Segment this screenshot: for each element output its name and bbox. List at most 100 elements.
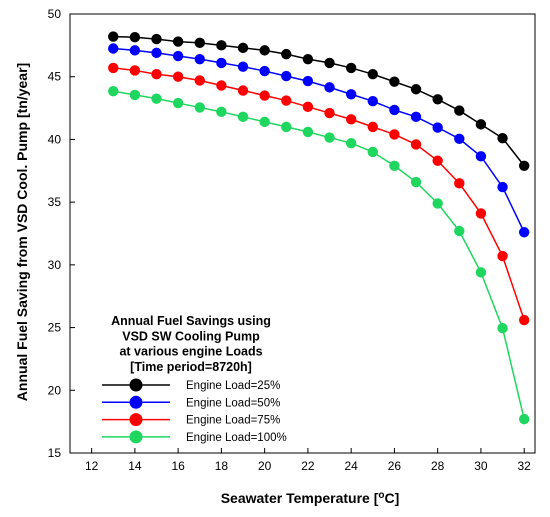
- data-point: [129, 32, 141, 43]
- data-point: [259, 45, 270, 56]
- data-point: [302, 53, 314, 65]
- data-point: [259, 65, 270, 77]
- data-point: [194, 53, 205, 65]
- y-tick-label: 20: [48, 383, 62, 397]
- data-point: [194, 102, 205, 113]
- data-point: [518, 160, 530, 171]
- data-point: [216, 106, 227, 118]
- data-point: [410, 139, 422, 150]
- data-point: [454, 133, 465, 145]
- data-point: [518, 314, 530, 326]
- legend-entry: Engine Load=75%: [102, 413, 280, 427]
- x-tick-label: 24: [344, 459, 358, 473]
- data-point: [454, 225, 465, 237]
- data-point: [367, 69, 378, 80]
- x-tick-label: 16: [171, 459, 185, 473]
- data-point: [345, 89, 357, 100]
- legend-label: Engine Load=75%: [186, 415, 280, 427]
- series-1: [108, 31, 530, 171]
- data-point: [108, 43, 119, 54]
- data-point: [410, 111, 422, 123]
- data-point: [454, 105, 465, 116]
- data-point: [129, 65, 141, 76]
- data-point: [367, 95, 378, 107]
- x-tick-label: 20: [258, 459, 272, 473]
- data-point: [237, 111, 249, 123]
- y-tick-label: 30: [48, 258, 62, 272]
- x-tick-label: 18: [215, 459, 229, 473]
- x-tick-label: 22: [301, 459, 315, 473]
- y-tick-label: 40: [48, 132, 62, 146]
- data-point: [345, 137, 357, 149]
- data-point: [497, 181, 508, 193]
- data-point: [281, 95, 292, 106]
- data-point: [172, 97, 184, 109]
- data-point: [108, 62, 119, 74]
- data-point: [281, 121, 292, 133]
- data-point: [389, 104, 400, 116]
- data-point: [518, 413, 530, 425]
- data-point: [194, 75, 205, 86]
- x-tick-label: 30: [474, 459, 488, 473]
- y-tick-label: 50: [48, 7, 62, 21]
- data-point: [432, 198, 443, 209]
- data-point: [475, 267, 487, 278]
- data-point: [389, 76, 400, 87]
- data-point: [410, 176, 422, 188]
- legend-label: Engine Load=50%: [186, 397, 280, 409]
- data-point: [281, 48, 292, 60]
- y-tick-label: 25: [48, 321, 62, 335]
- data-point: [497, 132, 508, 144]
- data-point: [151, 33, 162, 45]
- data-point: [237, 61, 249, 72]
- data-point: [172, 71, 184, 82]
- x-tick-label: 26: [388, 459, 402, 473]
- x-tick-label: 12: [85, 459, 99, 473]
- legend-label: Engine Load=100%: [186, 432, 287, 444]
- data-point: [324, 57, 335, 69]
- x-tick-label: 28: [431, 459, 445, 473]
- legend-marker: [129, 395, 143, 409]
- data-point: [324, 82, 335, 93]
- legend-marker: [129, 378, 143, 392]
- x-tick-label: 32: [518, 459, 532, 473]
- data-point: [324, 107, 335, 119]
- axes: 12 14 16 18 20 22 24 26 28 30 32 15 20 25 30 35 40 45 50: [48, 7, 536, 473]
- data-point: [475, 208, 487, 219]
- x-axis-title: Seawater Temperature [oC]: [221, 490, 400, 506]
- data-point: [345, 114, 357, 125]
- data-point: [129, 45, 141, 56]
- legend-entry: Engine Load=25%: [102, 378, 280, 392]
- data-point: [108, 31, 119, 42]
- data-point: [475, 119, 487, 130]
- data-point: [432, 155, 443, 166]
- data-point: [237, 42, 249, 54]
- data-point: [172, 36, 184, 47]
- data-point: [237, 85, 249, 96]
- series-2: [108, 43, 530, 238]
- data-point: [497, 322, 508, 334]
- data-point: [454, 178, 465, 189]
- data-point: [497, 250, 508, 262]
- data-point: [324, 132, 335, 143]
- legend-entry: Engine Load=50%: [102, 395, 280, 409]
- legend-title-line: at various engine Loads: [119, 345, 262, 359]
- series-4: [108, 85, 530, 425]
- plot-frame: [69, 13, 536, 454]
- data-point: [151, 69, 162, 80]
- data-point: [151, 47, 162, 59]
- data-point: [432, 94, 443, 105]
- legend-marker: [129, 430, 143, 444]
- series-3: [108, 62, 530, 326]
- legend-marker: [129, 413, 143, 427]
- y-tick-label: 15: [48, 446, 62, 460]
- legend-label: Engine Load=25%: [186, 380, 280, 392]
- data-point: [259, 116, 270, 128]
- data-point: [281, 70, 292, 82]
- data-point: [108, 85, 119, 97]
- data-point: [367, 146, 378, 158]
- data-point: [216, 80, 227, 91]
- data-point: [129, 89, 141, 101]
- data-point: [302, 101, 314, 113]
